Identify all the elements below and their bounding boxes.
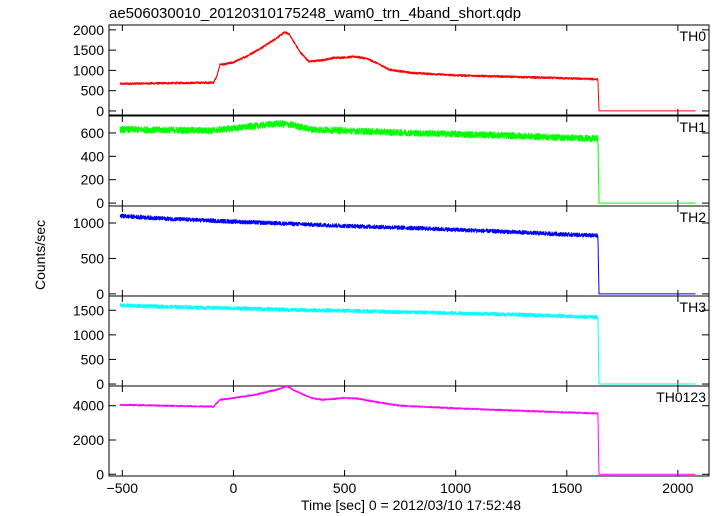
series-label: TH1 [680, 119, 707, 135]
series-label: TH0 [680, 28, 707, 44]
y-tick-label: 1000 [73, 327, 104, 343]
x-tick-label: 2000 [662, 480, 693, 496]
series-line-th2 [119, 213, 696, 295]
chart-title: ae506030010_20120310175248_wam0_trn_4ban… [109, 5, 521, 22]
series-line-th0123 [119, 384, 696, 475]
x-tick-label: 0 [230, 480, 238, 496]
x-tick-label: −500 [107, 480, 139, 496]
x-tick-label: 1000 [440, 480, 471, 496]
plot-panels: 0 500 1000 1500 2000 TH0 0 200 400 600 TH1 0 500 1000… [73, 22, 710, 496]
panel-th2: 0 500 1000 TH2 [73, 205, 710, 302]
y-tick-label: 1000 [73, 62, 104, 78]
y-tick-label: 500 [81, 351, 105, 367]
series-label: TH3 [680, 299, 707, 315]
x-axis-label: Time [sec] 0 = 2012/03/10 17:52:48 [301, 497, 521, 513]
y-tick-label: 1500 [73, 302, 104, 318]
y-tick-label: 400 [81, 148, 105, 164]
panel-th3: 0 500 1000 1500 TH3 [73, 295, 710, 392]
y-tick-label: 0 [96, 195, 104, 211]
y-tick-label: 1000 [73, 215, 104, 231]
x-tick-label: 500 [333, 480, 357, 496]
panel-th1: 0 200 400 600 TH1 [81, 115, 710, 211]
y-tick-label: 500 [81, 83, 105, 99]
y-tick-label: 0 [96, 466, 104, 482]
series-line-th1 [119, 120, 696, 204]
series-line-th0 [119, 30, 696, 112]
y-tick-label: 200 [81, 172, 105, 188]
x-tick-label: 1500 [551, 480, 582, 496]
y-tick-label: 0 [96, 286, 104, 302]
y-tick-label: 500 [81, 250, 105, 266]
series-label: TH0123 [656, 389, 706, 405]
panel-frame [108, 385, 710, 477]
series-label: TH2 [680, 209, 707, 225]
y-tick-label: 1500 [73, 42, 104, 58]
y-tick-label: 2000 [73, 22, 104, 38]
y-tick-label: 600 [81, 125, 105, 141]
y-tick-label: 2000 [73, 432, 104, 448]
series-line-th3 [119, 303, 696, 385]
y-axis-label: Counts/sec [32, 220, 48, 290]
panel-th0: 0 500 1000 1500 2000 TH0 [73, 22, 710, 119]
y-tick-label: 4000 [73, 398, 104, 414]
y-tick-label: 0 [96, 376, 104, 392]
y-tick-label: 0 [96, 103, 104, 119]
panel-frame [108, 24, 710, 116]
